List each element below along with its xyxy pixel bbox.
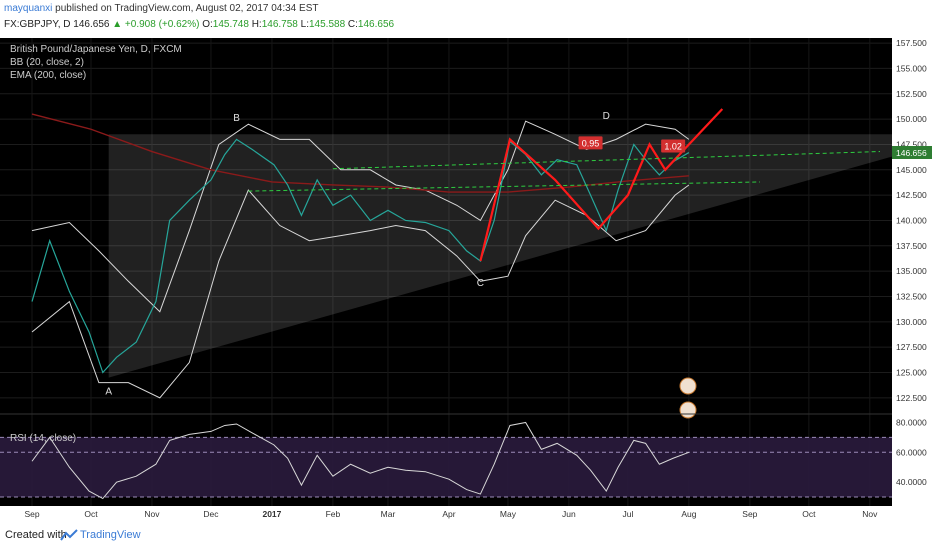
ohlc-low: 145.588: [308, 19, 346, 30]
time-tick-label: Sep: [24, 509, 39, 519]
price-tick-label: 135.000: [896, 266, 927, 276]
price-tick-label: 125.000: [896, 368, 927, 378]
publish-info: published on TradingView.com, August 02,…: [55, 3, 319, 14]
price-pane[interactable]: A B C D 0.95 1.02: [0, 38, 893, 506]
triangle-pattern-area: [108, 134, 893, 378]
time-tick-label: Dec: [203, 509, 219, 519]
price-tick-label: 137.500: [896, 241, 927, 251]
legend: British Pound/Japanese Yen, D, FXCM BB (…: [10, 44, 182, 444]
legend-bb: BB (20, close, 2): [10, 57, 84, 68]
publish-header: mayquanxi published on TradingView.com, …: [0, 0, 932, 38]
time-tick-label: 2017: [262, 509, 281, 519]
tradingview-logo-icon: [60, 529, 78, 541]
time-tick-label: Oct: [802, 509, 816, 519]
ratio-label: 1.02: [664, 141, 682, 151]
time-tick-label: Sep: [742, 509, 757, 519]
time-tick-label: Oct: [84, 509, 98, 519]
price-tick-label: 150.000: [896, 114, 927, 124]
pattern-line: [479, 108, 724, 262]
time-tick-label: Mar: [381, 509, 396, 519]
price-tick-label: 130.000: [896, 317, 927, 327]
price-axis[interactable]: [892, 38, 932, 520]
price-tick-label: 157.500: [896, 38, 927, 48]
time-tick-label: Apr: [442, 509, 455, 519]
ohlc-high: 146.758: [261, 19, 298, 30]
legend-symbol: British Pound/Japanese Yen, D, FXCM: [10, 44, 182, 55]
rsi-tick-label: 80.0000: [896, 417, 927, 427]
tradingview-brand[interactable]: TradingView: [80, 529, 141, 541]
price-tick-label: 152.500: [896, 89, 927, 99]
rsi-tick-label: 40.0000: [896, 477, 927, 487]
price-tick-label: 145.000: [896, 165, 927, 175]
footer: Created with TradingView: [0, 520, 932, 550]
last-price-tag-label: 146.656: [896, 148, 927, 158]
rsi-legend: RSI (14, close): [10, 433, 76, 444]
ohlc-label-l: L:: [300, 19, 309, 30]
ohlc-open: 145.748: [212, 19, 249, 30]
last-price: 146.656: [73, 19, 110, 30]
ema-line: [31, 113, 689, 193]
chart-canvas[interactable]: A B C D 0.95 1.02 122.500 125.000 127.500 130.00…: [0, 38, 932, 520]
price-tick-label: 127.500: [896, 342, 927, 352]
price-tick-label: 142.500: [896, 190, 927, 200]
symbol: FX:GBPJPY, D: [4, 19, 71, 30]
symbol-line: FX:GBPJPY, D 146.656 ▲ +0.908 (+0.62%) O…: [4, 19, 394, 30]
price-tick-label: 155.000: [896, 63, 927, 73]
pattern-point-label: D: [603, 111, 610, 122]
ratio-label: 0.95: [582, 138, 600, 148]
price-tick-label: 122.500: [896, 393, 927, 403]
ratio-badge: [578, 136, 603, 150]
rsi-line: [31, 421, 690, 500]
legend-ema: EMA (200, close): [10, 70, 86, 81]
rsi-tick-label: 60.0000: [896, 447, 927, 457]
price-line: [31, 138, 690, 374]
event-flag-icon[interactable]: [679, 377, 697, 395]
created-with: Created with: [5, 529, 67, 541]
time-tick-label: Feb: [326, 509, 341, 519]
rsi-pane[interactable]: [0, 413, 932, 500]
price-tick-label: 147.500: [896, 139, 927, 149]
price-change: +0.908 (+0.62%): [124, 19, 200, 30]
time-tick-label: Aug: [681, 509, 696, 519]
ohlc-close: 146.656: [357, 19, 395, 30]
time-tick-label: Nov: [144, 509, 160, 519]
price-tick-label: 132.500: [896, 291, 927, 301]
ohlc-label-o: O:: [202, 19, 213, 30]
ohlc-label-h: H:: [251, 19, 262, 30]
ratio-badge: [661, 139, 686, 153]
ohlc-label-c: C:: [347, 19, 358, 30]
time-tick-label: Nov: [862, 509, 878, 519]
pattern-point-label: B: [233, 113, 240, 124]
price-tick-label: 140.000: [896, 215, 927, 225]
author-link[interactable]: mayquanxi: [4, 3, 53, 14]
up-arrow-icon: ▲: [112, 19, 123, 30]
axes: 122.500 125.000 127.500 130.000 132.500 135.0…: [0, 38, 932, 520]
publish-line: mayquanxi published on TradingView.com, …: [4, 3, 318, 14]
rsi-band: [0, 437, 892, 498]
time-tick-label: May: [500, 509, 517, 519]
channel-line-lower: [248, 181, 761, 192]
time-tick-label: Jun: [562, 509, 576, 519]
pattern-point-label: C: [477, 278, 484, 289]
channel-line-upper: [332, 151, 881, 170]
event-flag-icon[interactable]: [679, 401, 697, 419]
pattern-point-label: A: [105, 387, 112, 398]
time-axis[interactable]: [0, 506, 932, 520]
last-price-tag: [892, 145, 932, 159]
time-tick-label: Jul: [622, 509, 633, 519]
